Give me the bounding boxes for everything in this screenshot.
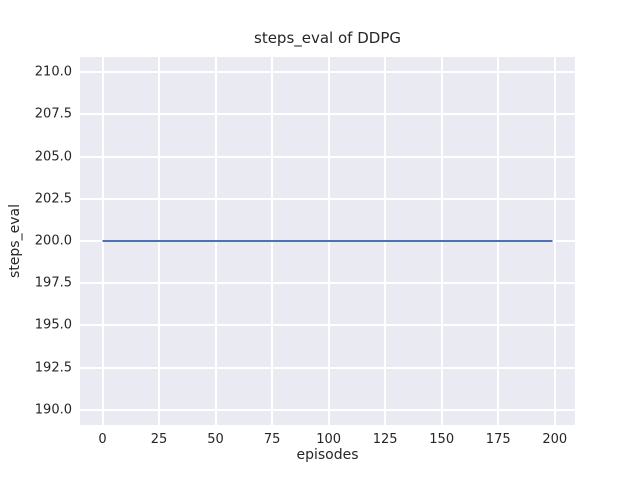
y-tick-label: 190.0 — [34, 402, 72, 418]
y-gridline — [80, 155, 575, 158]
y-gridline — [80, 282, 575, 285]
x-tick-label: 175 — [485, 432, 511, 447]
x-tick-label: 0 — [98, 432, 107, 447]
y-gridline — [80, 366, 575, 369]
chart-title: steps_eval of DDPG — [254, 29, 401, 47]
y-gridline — [80, 324, 575, 327]
y-tick-label: 195.0 — [34, 317, 72, 333]
y-tick-label: 207.5 — [34, 106, 72, 122]
y-gridline — [80, 197, 575, 200]
y-gridline — [80, 113, 575, 116]
x-tick-label: 75 — [263, 432, 281, 447]
plot-area — [80, 57, 575, 425]
y-tick-label: 192.5 — [34, 360, 72, 376]
y-tick-label: 197.5 — [34, 275, 72, 291]
y-tick-label: 210.0 — [34, 64, 72, 80]
x-tick-label: 50 — [207, 432, 224, 447]
x-tick-label: 200 — [542, 432, 568, 447]
y-axis-label: steps_eval — [7, 204, 23, 278]
x-tick-label: 25 — [150, 432, 168, 447]
y-gridline — [80, 71, 575, 74]
x-tick-label: 150 — [429, 432, 455, 447]
y-tick-label: 205.0 — [34, 149, 72, 165]
x-tick-label: 100 — [316, 432, 342, 447]
y-gridline — [80, 408, 575, 411]
series-layer — [102, 240, 553, 242]
x-tick-label: 125 — [372, 432, 398, 447]
y-tick-label: 200.0 — [34, 233, 72, 249]
y-tick-label: 202.5 — [34, 191, 72, 207]
x-axis-label: episodes — [296, 447, 359, 463]
